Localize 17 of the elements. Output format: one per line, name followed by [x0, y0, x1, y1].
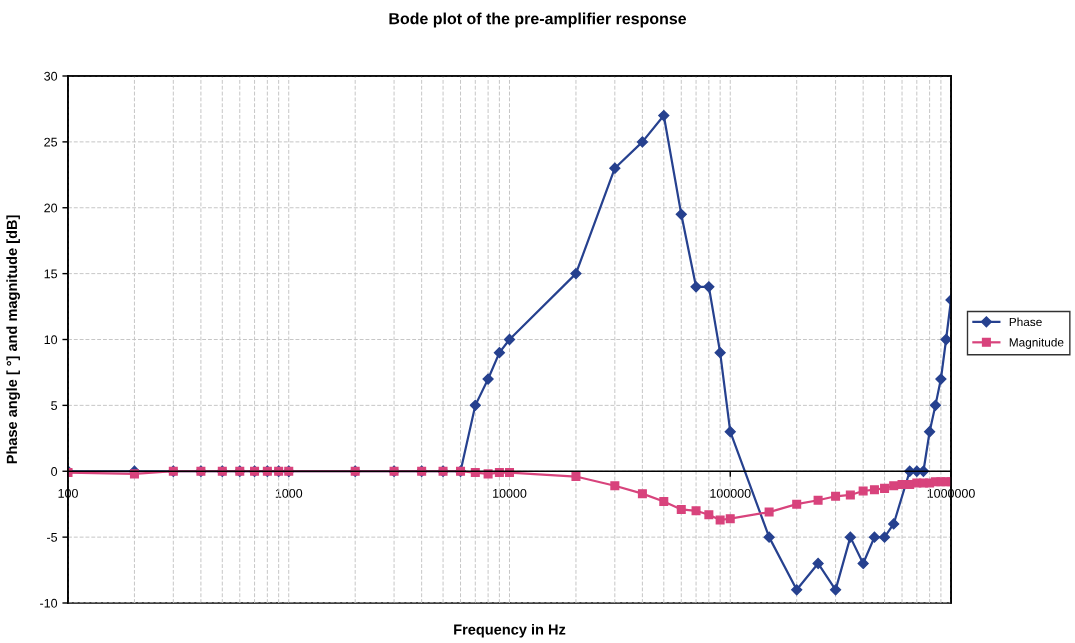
x-tick-label: 10000	[493, 488, 527, 498]
y-tick-label: 10	[44, 335, 58, 345]
legend-label: Phase	[1009, 317, 1042, 327]
legend-label: Magnitude	[1009, 337, 1064, 349]
y-tick-label: 25	[44, 137, 58, 147]
chart-title: Bode plot of the pre-amplifier response	[389, 12, 687, 28]
y-tick-label: 30	[44, 71, 58, 81]
y-tick-label: -5	[47, 533, 58, 542]
y-tick-label: 20	[44, 203, 58, 213]
y-tick-label: 0	[51, 467, 58, 476]
x-tick-label: 1000	[275, 488, 303, 498]
x-axis-title: Frequency in Hz	[454, 624, 566, 638]
y-tick-label: 5	[51, 401, 58, 411]
y-tick-label: 15	[44, 269, 58, 279]
y-axis-title: Phase angle [ °] and magnitude [dB]	[6, 215, 20, 464]
x-tick-label: 100000	[710, 488, 751, 498]
y-tick-label: -10	[40, 598, 58, 608]
